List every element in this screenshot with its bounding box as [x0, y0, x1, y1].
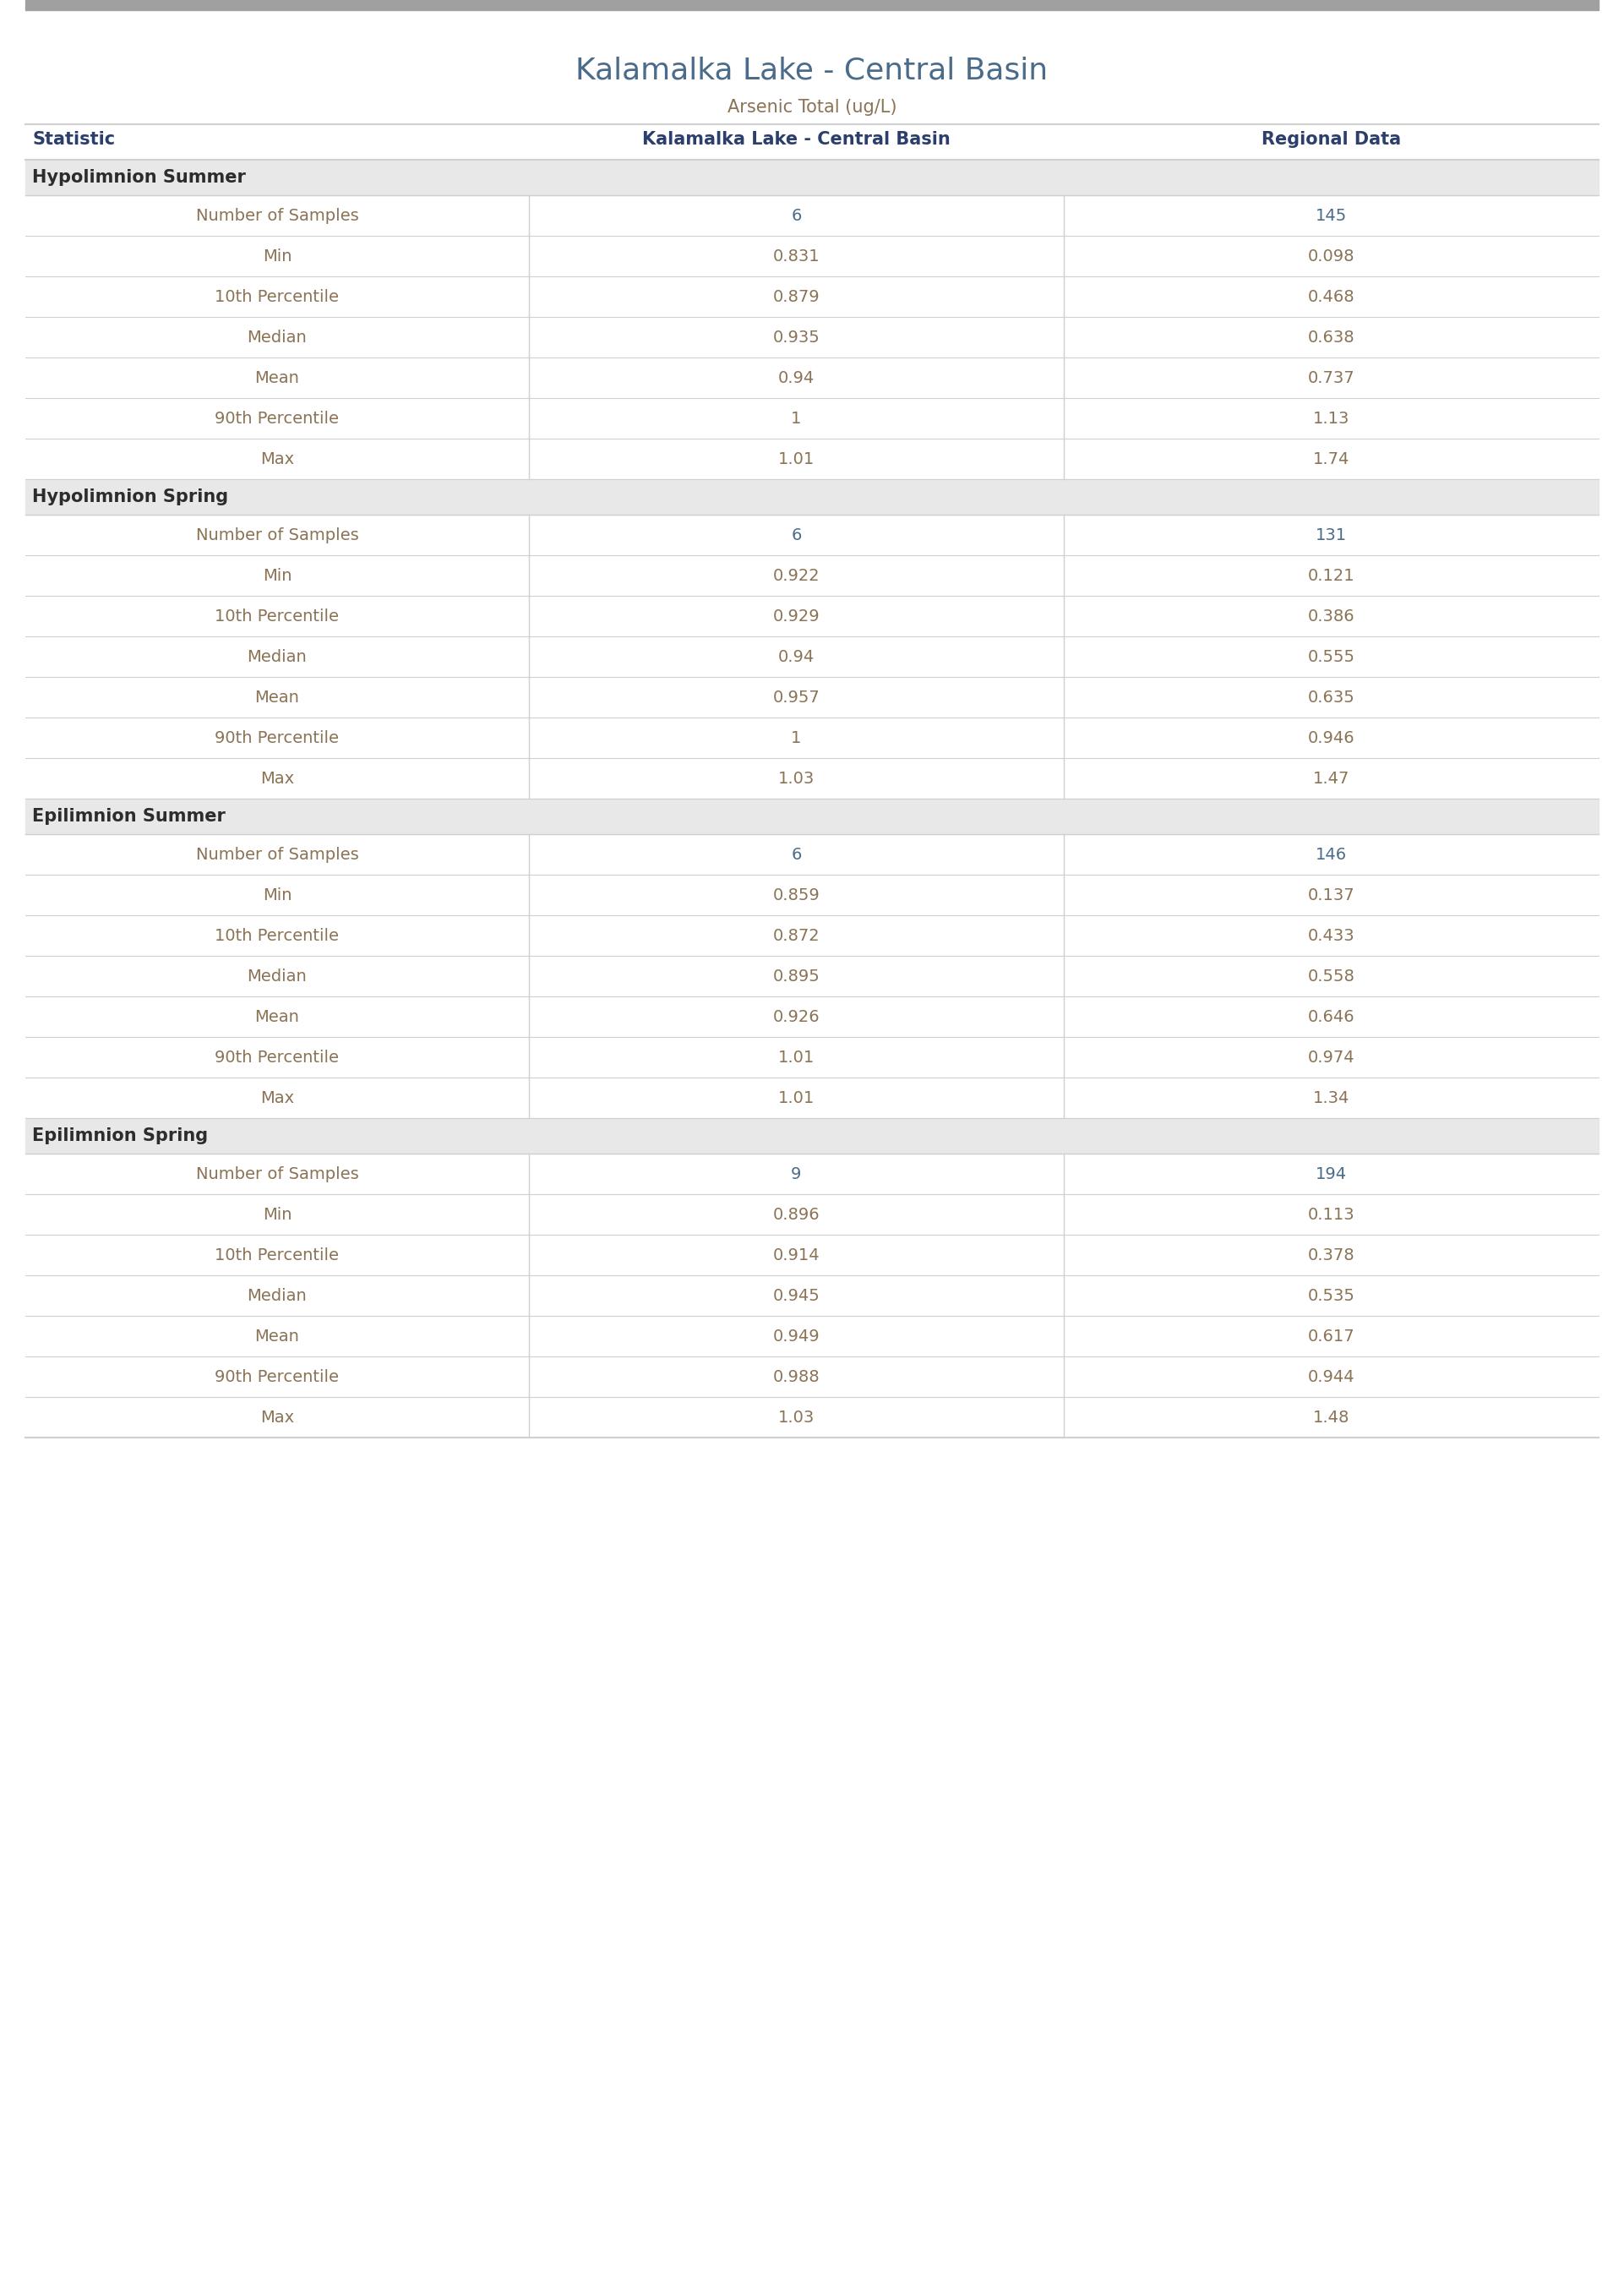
Bar [26, 0, 1598, 9]
Text: 90th Percentile: 90th Percentile [214, 1049, 339, 1065]
Text: 0.926: 0.926 [773, 1008, 820, 1024]
Text: 10th Percentile: 10th Percentile [214, 608, 339, 624]
Text: 1: 1 [791, 729, 802, 747]
Text: Kalamalka Lake - Central Basin: Kalamalka Lake - Central Basin [577, 57, 1047, 86]
Text: Number of Samples: Number of Samples [195, 1167, 359, 1183]
Text: 0.121: 0.121 [1307, 568, 1354, 583]
Text: Regional Data: Regional Data [1262, 132, 1402, 148]
Text: 0.945: 0.945 [773, 1287, 820, 1303]
Text: Mean: Mean [255, 1328, 299, 1344]
Text: 6: 6 [791, 207, 802, 222]
Text: 0.638: 0.638 [1307, 329, 1354, 345]
Text: 0.535: 0.535 [1307, 1287, 1354, 1303]
Text: 6: 6 [791, 527, 802, 543]
Text: Min: Min [263, 888, 292, 903]
Text: Median: Median [247, 649, 307, 665]
Text: 0.468: 0.468 [1307, 288, 1354, 304]
Text: Median: Median [247, 1287, 307, 1303]
Text: 0.94: 0.94 [778, 649, 815, 665]
Bar [26, 479, 1598, 515]
Text: 1.01: 1.01 [778, 1049, 815, 1065]
Text: 1.34: 1.34 [1312, 1090, 1350, 1105]
Text: 1.03: 1.03 [778, 1410, 815, 1426]
Text: 0.929: 0.929 [773, 608, 820, 624]
Bar [26, 159, 1598, 195]
Text: 145: 145 [1315, 207, 1346, 222]
Text: Median: Median [247, 329, 307, 345]
Text: Mean: Mean [255, 1008, 299, 1024]
Text: 146: 146 [1315, 847, 1346, 863]
Text: 0.635: 0.635 [1307, 690, 1354, 706]
Text: 1.13: 1.13 [1312, 411, 1350, 427]
Text: Max: Max [260, 1410, 294, 1426]
Text: 90th Percentile: 90th Percentile [214, 729, 339, 747]
Text: 0.555: 0.555 [1307, 649, 1354, 665]
Text: 10th Percentile: 10th Percentile [214, 928, 339, 944]
Text: Max: Max [260, 770, 294, 785]
Text: 90th Percentile: 90th Percentile [214, 411, 339, 427]
Text: Epilimnion Spring: Epilimnion Spring [32, 1128, 208, 1144]
Text: Mean: Mean [255, 370, 299, 386]
Text: Min: Min [263, 1205, 292, 1224]
Text: 1.01: 1.01 [778, 452, 815, 468]
Text: 0.895: 0.895 [773, 967, 820, 985]
Text: 0.896: 0.896 [773, 1205, 820, 1224]
Text: 0.617: 0.617 [1307, 1328, 1354, 1344]
Text: Number of Samples: Number of Samples [195, 207, 359, 222]
Text: 10th Percentile: 10th Percentile [214, 288, 339, 304]
Text: Hypolimnion Summer: Hypolimnion Summer [32, 168, 245, 186]
Text: 0.137: 0.137 [1307, 888, 1354, 903]
Text: 0.944: 0.944 [1307, 1369, 1354, 1385]
Bar [26, 1119, 1598, 1153]
Text: 0.988: 0.988 [773, 1369, 820, 1385]
Text: 0.94: 0.94 [778, 370, 815, 386]
Text: 0.378: 0.378 [1307, 1246, 1354, 1262]
Text: 0.646: 0.646 [1307, 1008, 1354, 1024]
Text: 6: 6 [791, 847, 802, 863]
Text: 0.113: 0.113 [1307, 1205, 1354, 1224]
Text: Min: Min [263, 568, 292, 583]
Text: 0.872: 0.872 [773, 928, 820, 944]
Text: 0.433: 0.433 [1307, 928, 1354, 944]
Text: 0.879: 0.879 [773, 288, 820, 304]
Text: 0.831: 0.831 [773, 247, 820, 263]
Text: Kalamalka Lake - Central Basin: Kalamalka Lake - Central Basin [641, 132, 950, 148]
Text: 9: 9 [791, 1167, 802, 1183]
Text: 131: 131 [1315, 527, 1346, 543]
Text: 1.01: 1.01 [778, 1090, 815, 1105]
Text: 1.48: 1.48 [1312, 1410, 1350, 1426]
Text: 1.47: 1.47 [1312, 770, 1350, 785]
Text: 0.974: 0.974 [1307, 1049, 1354, 1065]
Text: 0.949: 0.949 [773, 1328, 820, 1344]
Text: Min: Min [263, 247, 292, 263]
Text: Max: Max [260, 1090, 294, 1105]
Text: 0.386: 0.386 [1307, 608, 1354, 624]
Text: 0.737: 0.737 [1307, 370, 1354, 386]
Text: 0.914: 0.914 [773, 1246, 820, 1262]
Text: 0.946: 0.946 [1307, 729, 1354, 747]
Text: 1: 1 [791, 411, 802, 427]
Text: 0.098: 0.098 [1307, 247, 1354, 263]
Text: Number of Samples: Number of Samples [195, 847, 359, 863]
Text: Hypolimnion Spring: Hypolimnion Spring [32, 488, 229, 506]
Text: Epilimnion Summer: Epilimnion Summer [32, 808, 226, 824]
Text: Arsenic Total (ug/L): Arsenic Total (ug/L) [728, 100, 896, 116]
Bar [26, 799, 1598, 833]
Text: Number of Samples: Number of Samples [195, 527, 359, 543]
Text: 0.859: 0.859 [773, 888, 820, 903]
Text: Mean: Mean [255, 690, 299, 706]
Text: 90th Percentile: 90th Percentile [214, 1369, 339, 1385]
Text: 0.935: 0.935 [773, 329, 820, 345]
Text: 10th Percentile: 10th Percentile [214, 1246, 339, 1262]
Text: Max: Max [260, 452, 294, 468]
Text: 1.03: 1.03 [778, 770, 815, 785]
Text: Median: Median [247, 967, 307, 985]
Text: 194: 194 [1315, 1167, 1346, 1183]
Text: 0.558: 0.558 [1307, 967, 1354, 985]
Text: Statistic: Statistic [32, 132, 115, 148]
Text: 1.74: 1.74 [1312, 452, 1350, 468]
Text: 0.922: 0.922 [773, 568, 820, 583]
Text: 0.957: 0.957 [773, 690, 820, 706]
